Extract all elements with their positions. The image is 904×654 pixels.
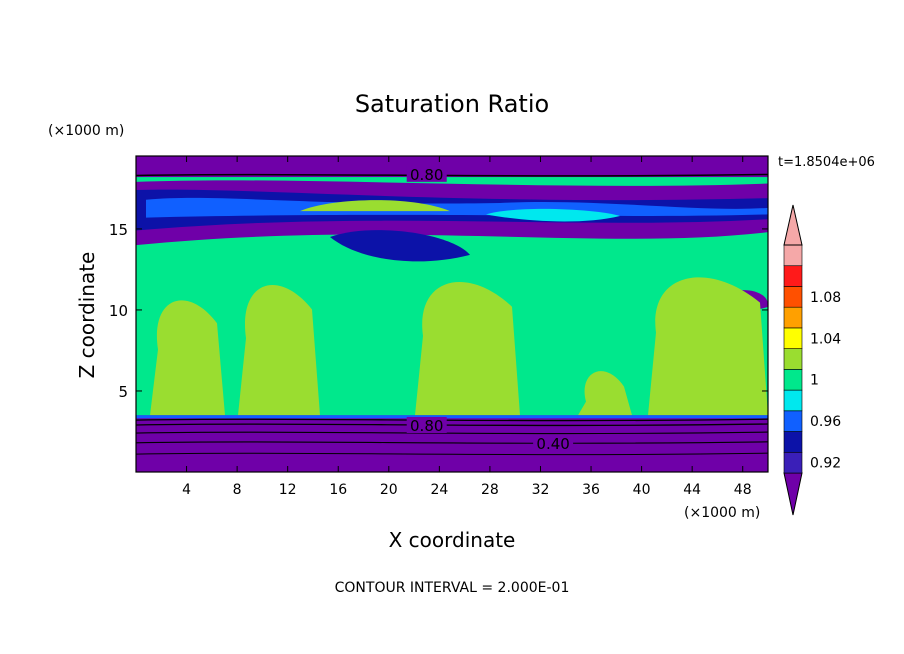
colorbar: 0.92 0.96 1 1.04 1.08 xyxy=(783,204,841,516)
colorbar-min-arrow xyxy=(783,472,803,516)
contour-interval-note: CONTOUR INTERVAL = 2.000E-01 xyxy=(335,580,570,596)
colorbar-segment xyxy=(783,306,803,329)
x-tick-label: 20 xyxy=(380,482,398,498)
mid-navy-pocket xyxy=(330,230,470,262)
colorbar-segment xyxy=(783,327,803,349)
y-axis-label: Z coordinate xyxy=(75,252,99,379)
colorbar-segment xyxy=(783,410,803,432)
contour-line xyxy=(136,441,768,444)
x-tick-label: 4 xyxy=(182,482,191,498)
upper-lime-cell xyxy=(300,200,450,212)
x-unit-label: (×1000 m) xyxy=(684,505,760,521)
colorbar-segment xyxy=(783,286,803,308)
colorbar-label: 0.96 xyxy=(810,414,841,430)
colorbar-label: 0.92 xyxy=(810,456,841,472)
colorbar-segment xyxy=(783,389,803,412)
colorbar-segment xyxy=(783,348,803,370)
y-tick-label: 10 xyxy=(109,302,128,320)
colorbar-label: 1 xyxy=(810,373,819,389)
lime-column xyxy=(578,371,632,416)
colorbar-segment xyxy=(783,369,803,391)
chart-title: Saturation Ratio xyxy=(355,90,549,118)
lime-column xyxy=(150,300,225,416)
contour-label-bg xyxy=(406,165,447,182)
x-axis: 4 8 12 16 20 24 28 32 36 40 44 48 xyxy=(182,156,752,498)
x-tick-label: 16 xyxy=(329,482,347,498)
x-tick-label: 36 xyxy=(582,482,600,498)
colorbar-segment xyxy=(783,451,803,474)
y-tick-label: 15 xyxy=(109,221,128,239)
x-axis-label: X coordinate xyxy=(389,528,516,552)
x-tick-label: 24 xyxy=(430,482,448,498)
y-unit-label: (×1000 m) xyxy=(48,123,124,139)
colorbar-label: 1.08 xyxy=(810,290,841,306)
x-tick-label: 40 xyxy=(633,482,651,498)
colorbar-max-arrow xyxy=(783,204,803,246)
contour-label-bg xyxy=(406,417,447,434)
lime-column xyxy=(648,277,768,416)
colorbar-segment xyxy=(783,244,803,267)
x-tick-label: 32 xyxy=(532,482,550,498)
upper-blue-layer xyxy=(146,197,768,218)
top-dry-band xyxy=(136,156,768,178)
y-tick-label: 5 xyxy=(118,383,128,401)
plot-frame xyxy=(135,155,769,473)
contour-label: 0.40 xyxy=(536,435,569,453)
x-tick-label: 48 xyxy=(734,482,752,498)
x-tick-label: 8 xyxy=(233,482,242,498)
lime-column xyxy=(415,281,520,416)
x-tick-label: 12 xyxy=(279,482,297,498)
lime-column xyxy=(238,285,320,416)
x-tick-label: 44 xyxy=(683,482,701,498)
time-label: t=1.8504e+06 xyxy=(778,155,875,170)
contour-lines: 0.80 0.80 0.40 xyxy=(136,165,768,456)
cyan-patch xyxy=(486,208,620,222)
bottom-blue-edge xyxy=(136,415,768,419)
contour-label-bg xyxy=(533,434,574,451)
contour-label: 0.80 xyxy=(410,417,443,435)
colorbar-segment xyxy=(783,431,803,453)
colorbar-label: 1.04 xyxy=(810,331,841,347)
contour-line xyxy=(136,452,768,456)
x-tick-label: 28 xyxy=(481,482,499,498)
saturation-field xyxy=(136,156,768,472)
colorbar-segment xyxy=(783,265,803,287)
y-axis: 5 10 15 xyxy=(109,221,768,401)
contour-label: 0.80 xyxy=(410,166,443,184)
